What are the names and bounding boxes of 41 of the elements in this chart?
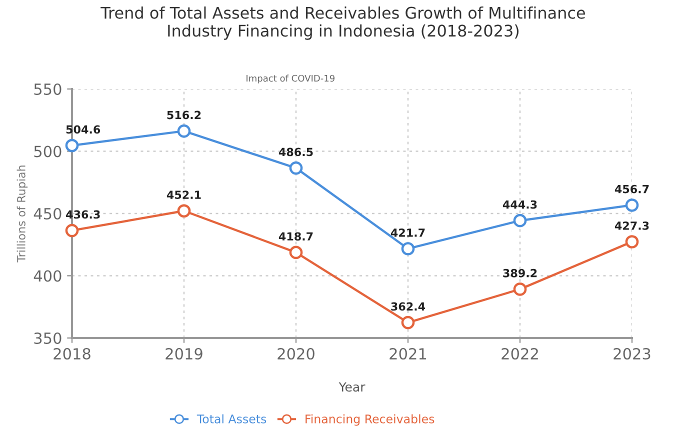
point — [177, 124, 191, 138]
data-label: 486.5 — [278, 148, 313, 156]
point — [65, 224, 79, 238]
data-label: 436.3 — [66, 210, 100, 219]
y-tick-label: 400 — [34, 270, 62, 282]
legend-label: Financing Receivables — [306, 414, 434, 426]
point — [401, 242, 415, 256]
data-label: 456.7 — [614, 184, 649, 194]
data-label: 418.7 — [278, 232, 313, 241]
y-tick-label: 500 — [34, 146, 62, 158]
point — [289, 161, 303, 175]
point — [513, 214, 527, 228]
y-tick-label: 550 — [34, 83, 62, 96]
x-axis-title: Year — [338, 382, 366, 392]
x-tick-label: 2023 — [614, 348, 650, 360]
data-label: 444.3 — [502, 200, 537, 209]
x-tick-label: 2020 — [278, 348, 314, 360]
chart-title: Trend of Total Assets and Receivables Growth of Multifinance Industry Financing in Indonesia (2018-2023) — [100, 6, 585, 40]
x-tick-label: 2021 — [390, 348, 426, 360]
point — [401, 316, 415, 330]
data-label: 389.2 — [503, 268, 537, 278]
y-axis-title: Trillions of Rupiah — [16, 166, 28, 262]
legend-label: Total Assets — [196, 414, 266, 424]
data-label: 421.7 — [390, 228, 425, 237]
y-tick-label: 350 — [34, 332, 62, 344]
x-tick-label: 2019 — [166, 348, 202, 360]
text: Impact of COVID-19 — [246, 74, 334, 84]
data-label: 504.6 — [66, 125, 100, 134]
y-tick-label: 450 — [34, 208, 62, 220]
point — [513, 282, 527, 296]
point — [65, 138, 79, 152]
point — [289, 246, 303, 260]
data-label: 452.1 — [166, 190, 201, 200]
data-label: 516.2 — [167, 110, 201, 120]
x-tick-label: 2018 — [54, 348, 90, 360]
point — [625, 235, 639, 248]
point — [625, 198, 639, 212]
point — [177, 204, 191, 218]
data-label: 362.4 — [391, 302, 426, 311]
data-label: 427.3 — [614, 221, 649, 230]
x-tick-label: 2022 — [502, 348, 538, 360]
